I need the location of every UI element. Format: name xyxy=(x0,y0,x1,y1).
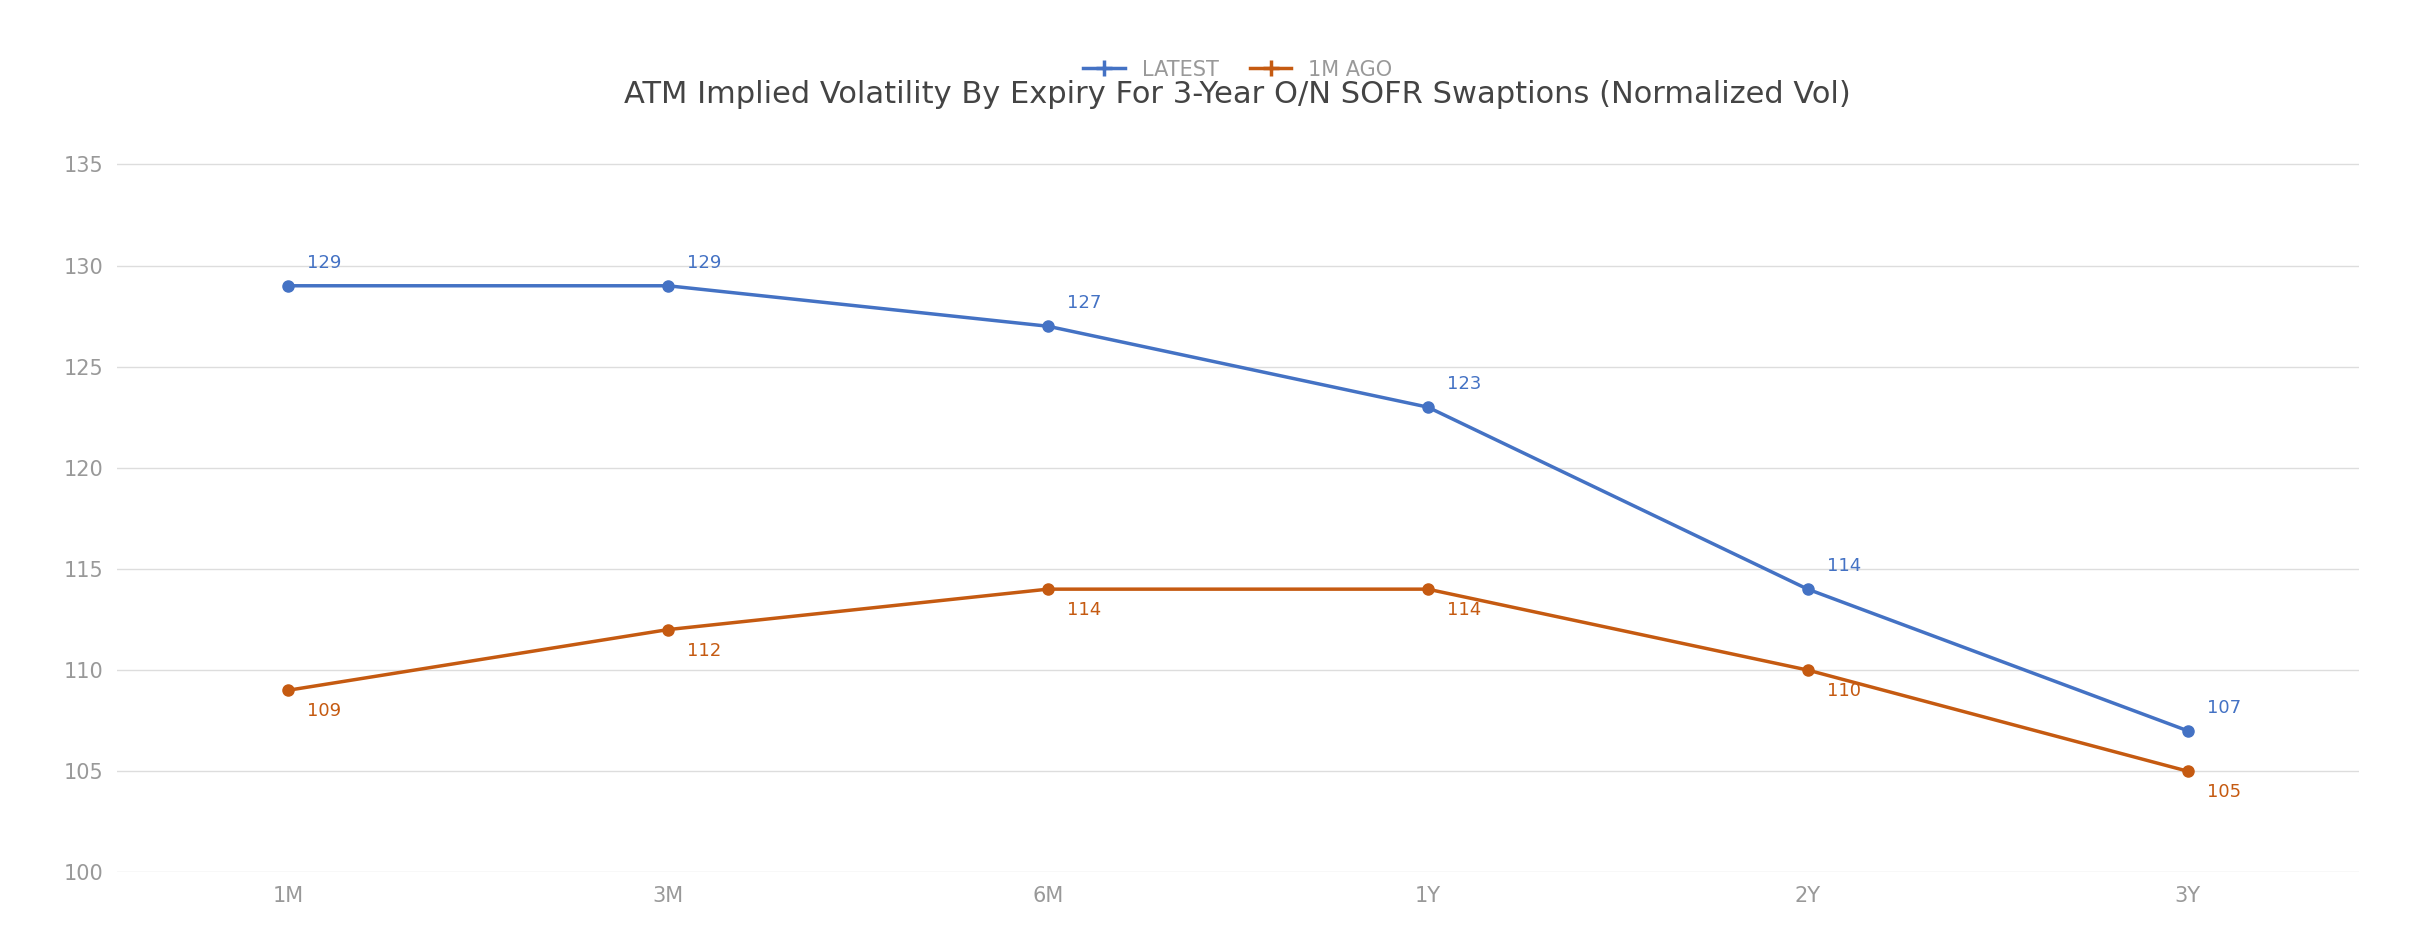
1M AGO xyxy=(2173,765,2202,776)
Line: LATEST: LATEST xyxy=(283,280,2194,736)
Title: ATM Implied Volatility By Expiry For 3-Year O/N SOFR Swaptions (Normalized Vol): ATM Implied Volatility By Expiry For 3-Y… xyxy=(625,80,1850,109)
Text: 109: 109 xyxy=(308,702,342,720)
1M AGO xyxy=(274,684,303,696)
1M AGO xyxy=(1414,584,1444,595)
1M AGO xyxy=(654,624,683,635)
LATEST xyxy=(1792,584,1821,595)
Text: 114: 114 xyxy=(1066,602,1102,619)
1M AGO xyxy=(1034,584,1063,595)
Line: 1M AGO: 1M AGO xyxy=(283,584,2194,776)
Text: 112: 112 xyxy=(688,642,722,660)
LATEST xyxy=(274,280,303,291)
Text: 114: 114 xyxy=(1446,602,1480,619)
1M AGO xyxy=(1792,665,1821,676)
Text: 105: 105 xyxy=(2206,783,2240,801)
Text: 129: 129 xyxy=(688,254,722,272)
LATEST xyxy=(1414,401,1444,413)
Text: 114: 114 xyxy=(1826,557,1860,575)
Text: 107: 107 xyxy=(2206,698,2240,716)
LATEST xyxy=(2173,725,2202,736)
Text: 123: 123 xyxy=(1446,375,1482,393)
LATEST xyxy=(654,280,683,291)
Text: 129: 129 xyxy=(308,254,342,272)
LATEST xyxy=(1034,321,1063,332)
Text: 110: 110 xyxy=(1826,682,1860,700)
Legend: LATEST, 1M AGO: LATEST, 1M AGO xyxy=(1083,59,1393,80)
Text: 127: 127 xyxy=(1066,294,1102,312)
